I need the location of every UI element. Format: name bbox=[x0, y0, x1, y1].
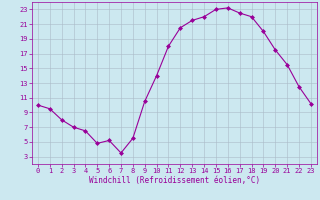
X-axis label: Windchill (Refroidissement éolien,°C): Windchill (Refroidissement éolien,°C) bbox=[89, 176, 260, 185]
